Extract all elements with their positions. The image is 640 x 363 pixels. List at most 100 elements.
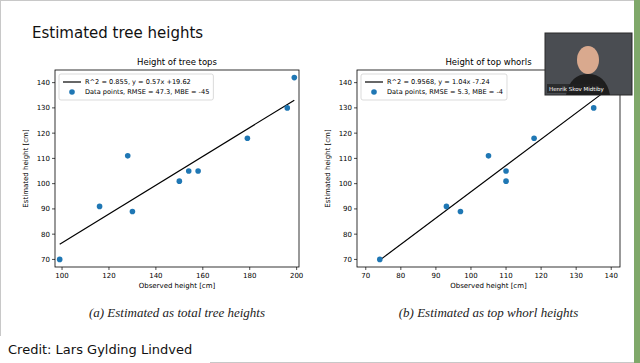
y-tick: [354, 234, 357, 235]
chart-title: Height of top whorls: [445, 57, 532, 67]
x-tick-label: 120: [102, 272, 115, 280]
data-point: [377, 257, 383, 263]
y-tick: [354, 158, 357, 159]
plot-frame: [357, 70, 620, 267]
data-point: [284, 105, 290, 111]
y-tick-label: 130: [37, 104, 50, 112]
x-tick-label: 100: [464, 272, 477, 280]
y-tick: [52, 259, 55, 260]
x-tick-label: 70: [361, 272, 370, 280]
data-point: [591, 105, 597, 111]
x-tick: [506, 267, 507, 270]
legend-label: Data points, RMSE = 47.3, MBE = -45: [85, 88, 209, 96]
x-tick: [541, 267, 542, 270]
x-tick-label: 80: [396, 272, 405, 280]
x-tick-label: 140: [605, 272, 618, 280]
data-point: [177, 178, 183, 184]
y-tick: [354, 183, 357, 184]
x-tick: [249, 267, 250, 270]
data-point: [531, 135, 537, 141]
y-tick: [52, 107, 55, 108]
side-strip: [634, 0, 640, 363]
legend-swatch: [371, 89, 377, 95]
data-point: [57, 257, 63, 263]
y-tick-label: 80: [343, 231, 352, 239]
legend-swatch: [69, 89, 75, 95]
y-tick-label: 90: [41, 205, 50, 213]
y-tick-label: 110: [37, 155, 50, 163]
data-point: [195, 168, 201, 174]
webcam-frame: [545, 33, 632, 95]
data-point: [97, 204, 103, 210]
x-tick: [155, 267, 156, 270]
legend: R^2 = 0.9568, y = 1.04x -7.24Data points…: [361, 74, 507, 100]
chart-title: Height of tree tops: [137, 57, 217, 67]
legend-box: [59, 74, 213, 100]
y-tick: [52, 158, 55, 159]
x-tick: [296, 267, 297, 270]
data-point: [245, 135, 251, 141]
x-tick: [435, 267, 436, 270]
y-tick-label: 130: [339, 104, 352, 112]
webcam: Henrik Skov Midtiby: [545, 33, 632, 95]
data-point: [486, 153, 492, 159]
data-point: [503, 178, 509, 184]
x-tick-label: 160: [196, 272, 209, 280]
credit: Credit: Lars Gylding Lindved: [8, 342, 192, 357]
x-tick-label: 120: [534, 272, 547, 280]
legend-swatch: [365, 81, 383, 82]
y-tick: [52, 183, 55, 184]
data-point: [186, 168, 192, 174]
data-point: [444, 204, 450, 210]
x-tick-label: 90: [431, 272, 440, 280]
caption: (a) Estimated as total tree heights: [89, 305, 265, 320]
slide-title: Estimated tree heights: [32, 24, 203, 42]
x-tick: [108, 267, 109, 270]
slide: Estimated tree heights Height of tree top…: [0, 0, 640, 363]
x-tick-label: 110: [499, 272, 512, 280]
x-tick-label: 130: [569, 272, 582, 280]
y-tick-label: 140: [37, 79, 50, 87]
y-tick-label: 140: [339, 79, 352, 87]
plot-frame: [55, 70, 299, 267]
y-tick-label: 100: [37, 180, 50, 188]
y-tick-label: 110: [339, 155, 352, 163]
y-tick: [354, 133, 357, 134]
y-tick: [354, 107, 357, 108]
x-tick: [470, 267, 471, 270]
fit-line: [60, 100, 295, 244]
plot-data: [57, 75, 297, 262]
data-point: [125, 153, 131, 159]
face: [577, 46, 599, 74]
x-tick-label: 200: [290, 272, 303, 280]
chart: Height of top whorls 70 80 90 100 110 120 130 14…: [324, 57, 620, 290]
legend-box: [361, 74, 507, 100]
caption: (b) Estimated as top whorl heights: [399, 305, 578, 320]
x-tick-label: 140: [149, 272, 162, 280]
y-axis-label: Estimated height [cm]: [22, 129, 30, 208]
y-tick: [354, 82, 357, 83]
presenter-name: Henrik Skov Midtiby: [549, 86, 605, 93]
background: [0, 0, 640, 363]
y-tick: [52, 208, 55, 209]
chart: Height of tree tops100120140160180200708…: [22, 57, 303, 290]
y-tick-label: 90: [343, 205, 352, 213]
y-tick-label: 70: [343, 256, 352, 264]
legend-label: R^2 = 0.855, y = 0.57x +19.62: [85, 78, 191, 86]
credit-box: [0, 336, 210, 363]
y-tick: [52, 133, 55, 134]
y-tick-label: 100: [339, 180, 352, 188]
x-tick: [365, 267, 366, 270]
y-tick-label: 80: [41, 231, 50, 239]
x-axis-label: Observed height [cm]: [139, 282, 216, 290]
legend-label: R^2 = 0.9568, y = 1.04x -7.24: [387, 78, 490, 86]
x-tick: [400, 267, 401, 270]
x-tick: [611, 267, 612, 270]
data-point: [458, 209, 464, 215]
x-tick: [202, 267, 203, 270]
y-axis-label: Estimated height [cm]: [324, 129, 332, 208]
x-tick-label: 180: [243, 272, 256, 280]
y-tick: [52, 234, 55, 235]
x-tick: [62, 267, 63, 270]
y-tick-label: 120: [37, 130, 50, 138]
